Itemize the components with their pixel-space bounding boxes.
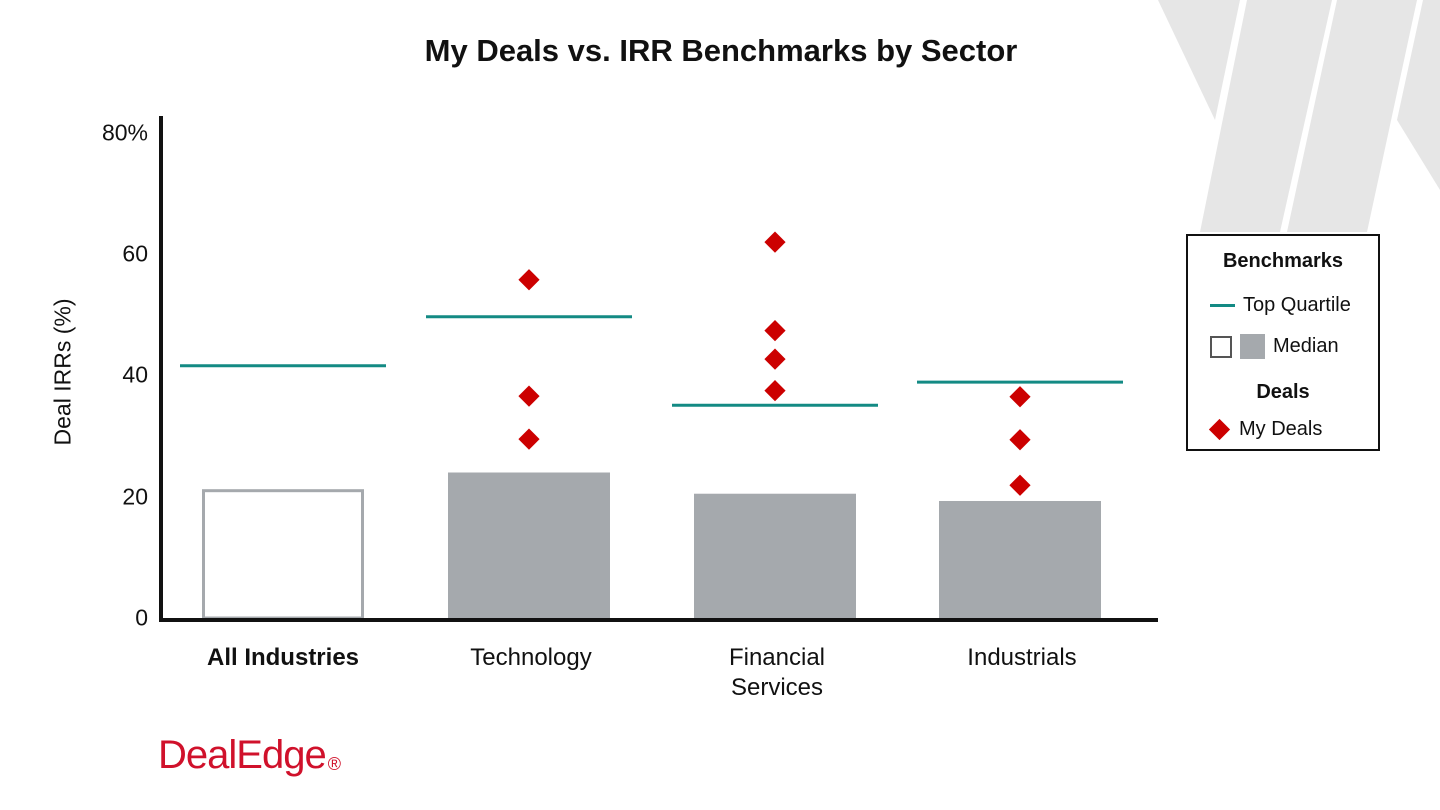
x-category-label: Financial Services [728,644,826,701]
logo-text: DealEdge [158,733,327,777]
deal-marker [764,348,786,370]
median-bar [448,472,610,618]
registered-mark: ® [327,754,341,774]
top-quartile-swatch [1210,304,1235,307]
chart-title: My Deals vs. IRR Benchmarks by Sector [424,33,1018,68]
x-category-label: Industrials [967,644,1077,671]
deal-marker [1009,386,1031,408]
median-bar [694,493,856,618]
median-outline-swatch [1210,335,1232,358]
x-category-label: All Industries [206,644,360,671]
y-tick-label: 0 [135,604,148,631]
deal-marker [764,231,786,253]
legend-label: Median [1273,335,1339,357]
y-axis-label: Deal IRRs (%) [49,298,76,446]
deal-marker [764,380,786,402]
deal-marker [764,320,786,342]
background-stripe [1200,0,1332,232]
median-bar [939,500,1101,618]
legend-item-my-deals: My Deals [1208,418,1323,441]
background-stripe [1287,0,1417,232]
legend-item-median: Median [1210,334,1339,359]
dealedge-logo: DealEdge ® [158,733,341,778]
legend-label: My Deals [1239,418,1323,440]
y-tick-label: 80% [101,119,148,146]
legend-item-top-quartile: Top Quartile [1210,294,1351,317]
x-category-label: Technology [470,644,592,671]
background-stripe [1158,0,1240,120]
diamond-icon [1208,418,1231,441]
median-bar-outline [202,489,364,620]
background-stripe [1397,0,1440,190]
legend-label: Top Quartile [1243,294,1351,316]
legend: Benchmarks Top Quartile Median Deals My … [1186,234,1380,451]
deal-marker [1009,474,1031,496]
deal-marker [518,385,540,407]
deal-marker [518,269,540,291]
legend-group-benchmarks: Benchmarks [1222,250,1344,272]
y-tick-label: 40 [122,361,148,388]
legend-group-deals: Deals [1256,381,1310,403]
median-fill-swatch [1240,334,1265,359]
deal-marker [518,428,540,450]
y-tick-label: 20 [122,483,148,510]
y-tick-label: 60 [122,240,148,267]
deal-marker [1009,429,1031,451]
